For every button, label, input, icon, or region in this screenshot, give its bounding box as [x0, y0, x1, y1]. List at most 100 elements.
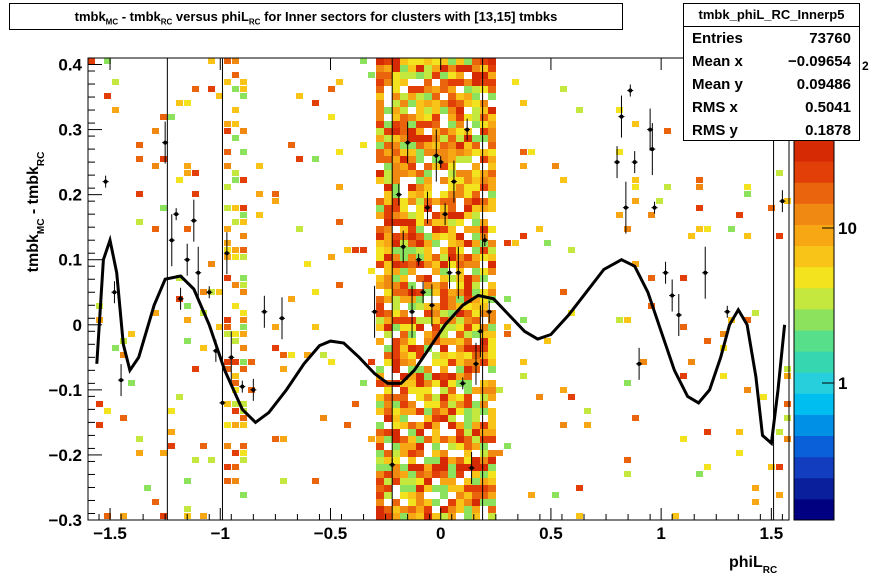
heatmap-cell: [440, 415, 448, 422]
heatmap-cell: [464, 331, 472, 338]
profile-point: [438, 160, 443, 165]
heatmap-cell: [432, 380, 440, 387]
heatmap-cell: [408, 485, 416, 492]
heatmap-cell: [456, 191, 464, 198]
heatmap-cell: [456, 324, 464, 331]
heatmap-cell: [480, 149, 488, 156]
heatmap-cell: [392, 450, 400, 457]
heatmap-cell: [448, 387, 456, 394]
heatmap-cell: [224, 226, 231, 232]
heatmap-cell: [432, 471, 440, 478]
heatmap-cell: [104, 513, 111, 519]
heatmap-cell: [416, 275, 424, 282]
heatmap-cell: [480, 289, 488, 296]
heatmap-cell: [432, 310, 440, 317]
heatmap-cell: [456, 268, 464, 275]
heatmap-cell: [464, 135, 472, 142]
heatmap-cell: [488, 170, 496, 177]
heatmap-cell: [424, 471, 432, 478]
heatmap-cell: [376, 450, 384, 457]
heatmap-cell: [424, 331, 432, 338]
heatmap-cell: [232, 247, 239, 253]
heatmap-cell: [416, 240, 424, 247]
heatmap-cell: [488, 331, 496, 338]
heatmap-cell: [376, 233, 384, 240]
heatmap-cell: [448, 394, 456, 401]
heatmap-cell: [784, 401, 791, 407]
heatmap-cell: [224, 79, 231, 85]
heatmap-cell: [376, 247, 384, 254]
heatmap-cell: [384, 506, 392, 513]
heatmap-cell: [328, 114, 335, 120]
heatmap-cell: [456, 219, 464, 226]
heatmap-cell: [440, 394, 448, 401]
profile-points: [102, 88, 786, 470]
heatmap-cell: [448, 100, 456, 107]
heatmap-cell: [440, 338, 448, 345]
heatmap-cell: [416, 107, 424, 114]
heatmap-cell: [488, 163, 496, 170]
heatmap-cell: [384, 205, 392, 212]
heatmap-cell: [784, 366, 791, 372]
heatmap-cell: [232, 254, 239, 260]
color-scale-segment: [794, 477, 834, 500]
heatmap-cell: [200, 443, 207, 449]
heatmap-cell: [376, 93, 384, 100]
heatmap-cell: [384, 219, 392, 226]
heatmap-cell: [376, 401, 384, 408]
heatmap-cell: [408, 65, 416, 72]
heatmap-cell: [384, 135, 392, 142]
stats-row-rms-y: RMS y 0.1878: [692, 122, 851, 139]
heatmap-cell: [464, 443, 472, 450]
heatmap-cell: [384, 282, 392, 289]
heatmap-cell: [488, 492, 496, 499]
heatmap-cell: [384, 163, 392, 170]
profile-point: [169, 238, 174, 243]
heatmap-cell: [432, 373, 440, 380]
heatmap-cell: [448, 205, 456, 212]
heatmap-cell: [464, 149, 472, 156]
heatmap-cell: [328, 254, 335, 260]
heatmap-cell: [696, 184, 703, 190]
heatmap-cell: [464, 296, 472, 303]
heatmap-cell: [472, 324, 480, 331]
heatmap-cell: [472, 58, 480, 65]
heatmap-cell: [376, 422, 384, 429]
heatmap-cell: [464, 142, 472, 149]
profile-point: [251, 387, 256, 392]
heatmap-cell: [464, 387, 472, 394]
heatmap-cell: [456, 429, 464, 436]
profile-point: [632, 160, 637, 165]
heatmap-cell: [256, 191, 263, 197]
heatmap-cell: [448, 254, 456, 261]
heatmap-cell: [376, 464, 384, 471]
heatmap-cell: [456, 408, 464, 415]
heatmap-cell: [400, 387, 408, 394]
heatmap-cell: [296, 226, 303, 232]
heatmap-cell: [400, 380, 408, 387]
heatmap-cell: [408, 240, 416, 247]
heatmap-cell: [456, 58, 464, 65]
profile-point: [396, 192, 401, 197]
heatmap-cell: [176, 177, 183, 183]
heatmap-cell: [472, 282, 480, 289]
heatmap-cell: [488, 247, 496, 254]
heatmap-cell: [440, 177, 448, 184]
heatmap-cell: [384, 289, 392, 296]
heatmap-cell: [488, 317, 496, 324]
heatmap-cell: [480, 457, 488, 464]
heatmap-cell: [424, 254, 432, 261]
heatmap-cell: [240, 415, 247, 421]
heatmap-cell: [376, 121, 384, 128]
heatmap-cell: [448, 170, 456, 177]
heatmap-cell: [384, 261, 392, 268]
heatmap-cell: [232, 219, 239, 225]
heatmap-cell: [416, 352, 424, 359]
heatmap-cell: [480, 485, 488, 492]
profile-point: [224, 251, 229, 256]
heatmap-cell: [408, 499, 416, 506]
heatmap-cell: [416, 191, 424, 198]
heatmap-cell: [408, 408, 416, 415]
heatmap-cell: [488, 415, 496, 422]
